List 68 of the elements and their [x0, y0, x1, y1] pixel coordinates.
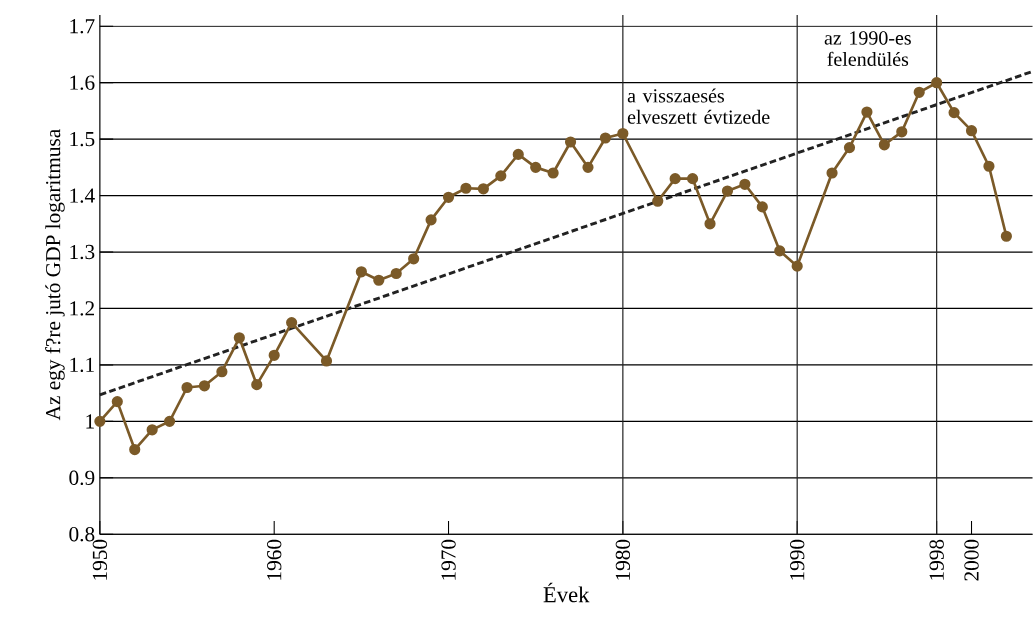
point: [425, 214, 437, 226]
point: [216, 366, 228, 378]
y-tick-label: 0.9: [69, 470, 95, 485]
point: [582, 161, 594, 173]
point: [547, 167, 559, 179]
point: [111, 395, 123, 408]
point: [181, 381, 193, 394]
point: [843, 141, 856, 154]
point: [198, 380, 211, 392]
y-tick-label: 1.3: [70, 244, 95, 260]
point: [355, 266, 367, 278]
point: [652, 195, 664, 207]
x-tick-label: 1980: [615, 539, 631, 580]
point: [617, 127, 629, 140]
point: [94, 415, 106, 427]
ref-line-label: a visszaesés elveszett évtizede: [627, 88, 770, 124]
point: [931, 77, 943, 89]
point: [896, 126, 908, 138]
point: [495, 170, 507, 182]
y-tick-label: 1.6: [70, 75, 95, 90]
y-tick-label: 1: [86, 414, 94, 429]
x-tick-label: 1998: [929, 539, 944, 580]
point: [669, 173, 681, 185]
point: [791, 260, 803, 272]
x-axis-title: Évek: [543, 582, 590, 603]
point: [164, 415, 176, 427]
point: [913, 86, 925, 98]
point: [704, 218, 716, 230]
y-tick-label: 1.5: [70, 131, 95, 147]
point: [373, 274, 385, 286]
point: [599, 132, 612, 144]
point: [477, 183, 489, 195]
point: [774, 245, 786, 257]
point: [512, 148, 524, 160]
point: [948, 106, 960, 119]
point: [268, 349, 280, 361]
point: [320, 355, 333, 367]
point: [861, 106, 873, 118]
point: [983, 160, 995, 172]
point: [739, 178, 751, 190]
y-tick-label: 1.1: [70, 357, 94, 373]
point: [756, 201, 768, 213]
x-tick-label: 1960: [267, 539, 282, 580]
point: [878, 139, 890, 151]
point: [251, 379, 263, 391]
point: [530, 161, 542, 173]
point: [442, 191, 455, 203]
ref-line-label: az 1990-es felendülés: [824, 31, 911, 66]
point: [721, 185, 734, 197]
point: [408, 253, 420, 265]
y-axis-title: Az egy f?re jutó GDP logaritmusa: [45, 129, 65, 421]
point: [1000, 230, 1012, 242]
y-tick-label: 1.7: [70, 19, 95, 34]
y-tick-label: 1.4: [70, 188, 95, 203]
point: [390, 267, 402, 280]
point: [146, 424, 158, 436]
point: [965, 125, 978, 137]
point: [460, 182, 472, 194]
point: [826, 167, 838, 179]
point: [233, 332, 245, 344]
point: [286, 316, 298, 329]
x-tick-label: 2000: [964, 539, 979, 581]
x-tick-label: 1970: [441, 539, 456, 580]
x-tick-label: 1990: [790, 539, 805, 580]
point: [687, 173, 699, 185]
point: [129, 443, 141, 456]
point: [564, 136, 577, 148]
y-tick-label: 1.2: [70, 301, 94, 316]
